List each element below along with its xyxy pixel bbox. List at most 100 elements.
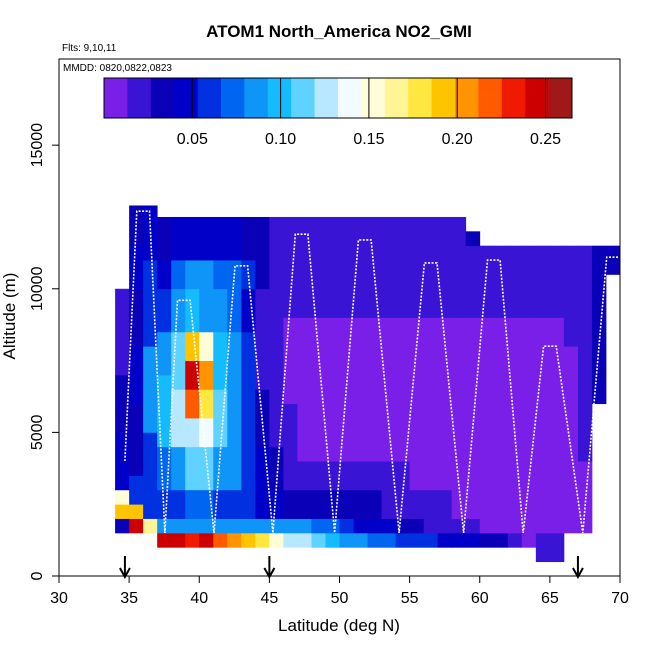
heatmap-cell (115, 504, 130, 519)
heatmap-cell (507, 489, 523, 519)
heatmap-cell (269, 403, 284, 448)
colorbar-swatch (291, 78, 315, 118)
colorbar-swatch (408, 78, 432, 118)
heatmap-cell (493, 532, 509, 548)
x-tick-label: 65 (541, 590, 559, 607)
heatmap-cell (339, 461, 354, 491)
heatmap-cell (283, 461, 298, 491)
heatmap-cell (199, 446, 214, 491)
heatmap-cell (451, 532, 467, 548)
heatmap-cell (395, 216, 411, 275)
heatmap-cell (199, 288, 214, 333)
y-axis-label: Altitude (m) (0, 273, 19, 360)
heatmap-cell (353, 403, 368, 462)
heatmap-cell (563, 317, 579, 347)
heatmap-cell (255, 489, 270, 519)
heatmap-cell (129, 403, 144, 476)
heatmap-cell (437, 317, 453, 405)
heatmap-cell (297, 216, 312, 275)
colorbar-swatch (244, 78, 269, 118)
heatmap-cell (535, 317, 551, 347)
heatmap-cell (367, 532, 382, 548)
colorbar-swatch (501, 78, 526, 118)
heatmap-cell (213, 389, 228, 448)
heatmap-cell (241, 389, 256, 448)
heatmap-cell (521, 518, 537, 534)
heatmap-cell (353, 518, 368, 534)
heatmap-cell (577, 317, 593, 347)
heatmap-cell (199, 216, 214, 261)
colorbar-tick-label: 0.05 (177, 131, 208, 148)
heatmap-cell (241, 518, 256, 534)
heatmap-cell (199, 360, 214, 390)
heatmap-cell (199, 518, 214, 534)
heatmap-cell (269, 532, 284, 548)
heatmap-cell (563, 245, 579, 275)
heatmap-cell (577, 346, 593, 405)
heatmap-cell (479, 317, 495, 405)
heatmap-cell (353, 532, 368, 548)
heatmap-cell (185, 446, 200, 491)
colorbar-frame (103, 77, 573, 119)
y-tick-label: 10000 (29, 266, 46, 311)
heatmap-cell (241, 331, 256, 390)
heatmap-cell (325, 274, 340, 318)
heatmap-cell (395, 532, 411, 548)
heatmap-cell (185, 360, 200, 390)
heatmap-cell (451, 216, 467, 275)
heatmap-cell (549, 518, 565, 534)
down-arrow-head (119, 567, 131, 580)
heatmap-cell (437, 461, 453, 491)
heatmap-cell (227, 446, 242, 491)
heatmap-cell (311, 216, 326, 275)
heatmap-cell (521, 461, 537, 491)
heatmap-cell (255, 216, 270, 261)
heatmap-cell (143, 518, 158, 534)
heatmap-cell (171, 518, 186, 534)
heatmap-cell (521, 245, 537, 275)
down-arrow-head (572, 567, 584, 580)
heatmap-cell (241, 446, 256, 491)
colorbar-swatch (267, 78, 292, 118)
heatmap-cell (549, 245, 565, 275)
heatmap-cell (171, 389, 186, 448)
heatmap-cell (493, 461, 509, 491)
heatmap-cell (591, 346, 607, 376)
heatmap-cell (591, 317, 607, 347)
heatmap-cell (325, 403, 340, 462)
heatmap-cell (325, 518, 340, 534)
heatmap-cell (325, 532, 340, 548)
heatmap-cell (143, 346, 158, 433)
heatmap-cell (185, 260, 200, 290)
heatmap-cell (325, 317, 340, 405)
heatmap-cell (605, 245, 621, 275)
heatmap-cell (129, 245, 144, 290)
heatmap-cell (409, 518, 425, 534)
x-tick-label: 55 (401, 590, 419, 607)
heatmap-cell (507, 518, 523, 534)
colorbar-swatch (174, 78, 198, 118)
heatmap-cell (213, 532, 228, 548)
heatmap-cell (479, 461, 495, 491)
heatmap-cell (549, 461, 565, 491)
heatmap-cell (269, 518, 284, 534)
heatmap-cell (507, 245, 523, 275)
heatmap-cell (367, 518, 382, 534)
heatmap-cell (535, 274, 551, 318)
heatmap-cell (157, 288, 172, 333)
heatmap-cell (367, 317, 382, 405)
heatmap-cell (199, 260, 214, 290)
heatmap-cell (283, 518, 298, 534)
heatmap-cell (227, 331, 242, 390)
heatmap-cell (493, 274, 509, 318)
heatmap-cell (283, 489, 298, 519)
heatmap-cell (311, 489, 326, 519)
heatmap-cell (227, 216, 242, 261)
heatmap-cell (493, 489, 509, 519)
heatmap-cell (157, 489, 172, 519)
heatmap-cell (241, 216, 256, 261)
heatmap-cell (185, 389, 200, 419)
heatmap-cell (283, 532, 298, 548)
heatmap-cell (479, 532, 495, 548)
heatmap-cell (465, 461, 481, 491)
